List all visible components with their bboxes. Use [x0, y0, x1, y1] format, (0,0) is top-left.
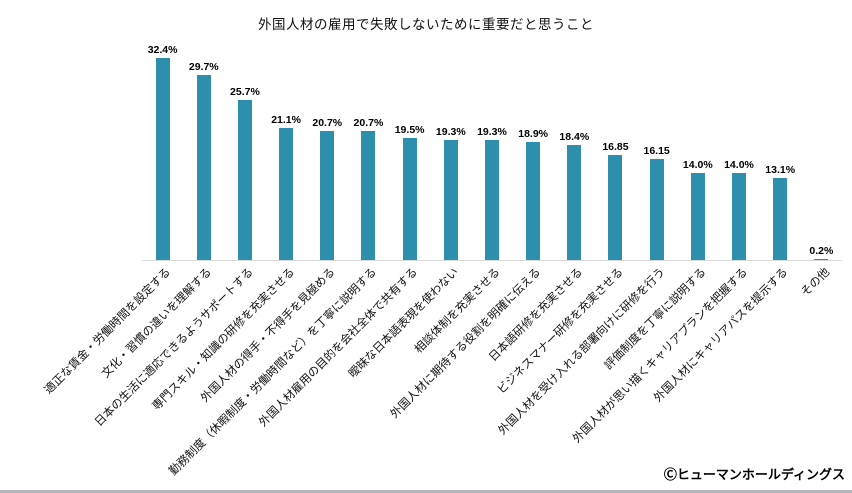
bar-group: 25.7% 日本の生活に適応できるようサポートする	[93, 30, 265, 429]
bar	[649, 159, 664, 260]
bar	[773, 178, 788, 260]
bar	[526, 142, 541, 260]
bar-value-label: 14.0%	[682, 158, 713, 171]
bar	[814, 258, 829, 260]
bar-group: 16.15 外国人材を受け入れる部署向けに研修を行う	[496, 30, 677, 437]
bar-group: 18.9% 外国人材に期待する役割を明確に伝える	[389, 30, 554, 421]
category-label: その他	[799, 266, 832, 300]
plot-area: 32.4% 適正な賃金・労働時間を設定する 29.7% 文化・習慣の違いを理解する 25…	[43, 30, 842, 478]
bar-value-label: 16.85	[602, 140, 629, 153]
bar	[402, 138, 417, 260]
bar-group: 19.5% 外国人材雇用の目的を会社全体で共有する	[257, 30, 430, 429]
bar	[320, 130, 335, 260]
bar-group: 14.0% 評価制度を丁寧に説明する	[602, 30, 718, 372]
bar	[443, 139, 458, 260]
bar-value-label: 14.0%	[724, 158, 754, 171]
bar-group: 18.4% 日本語研修を充実させる	[487, 30, 595, 364]
bar-value-label: 18.4%	[559, 131, 590, 144]
bar-group: 14.0% 外国人材が思い描くキャリアプランを把握する	[570, 30, 759, 446]
bar-value-label: 21.1%	[271, 114, 301, 127]
bar	[196, 74, 211, 260]
bar-value-label: 19.5%	[394, 124, 425, 137]
bar-group: 19.3% 相談体制を充実させる	[413, 30, 512, 356]
bar-group: 19.3% 曖昧な日本語表現を使わない	[347, 30, 471, 381]
bar	[690, 172, 705, 260]
bar	[155, 58, 170, 260]
bar-group: 20.7% 勤務制度（休暇制度・労働時間など）を丁寧に説明する	[167, 30, 389, 478]
bar-group: 32.4% 適正な賃金・労働時間を設定する	[43, 30, 183, 397]
copyright-notice: Ⓒヒューマンホールディングス	[663, 467, 845, 482]
bar-value-label: 19.3%	[435, 125, 466, 138]
bar-group: 13.1% 外国人材にキャリアパスを提示する	[652, 30, 801, 404]
bar-value-label: 18.9%	[518, 128, 549, 141]
bar-value-label: 32.4%	[147, 44, 178, 56]
bar-group: 21.1% 専門スキル・知識の研修を充実させる	[150, 30, 307, 412]
bar	[279, 128, 294, 260]
bar-value-label: 13.1%	[765, 164, 796, 177]
bar-value-label: 16.15	[643, 145, 670, 158]
bar	[237, 99, 252, 260]
bar-value-label: 29.7%	[188, 60, 219, 73]
bar-group: 29.7% 文化・習慣の違いを理解する	[100, 30, 224, 380]
bar-value-label: 19.3%	[477, 125, 507, 138]
bar-group: 20.7% 外国人材の得手・不得手を見極める	[199, 30, 348, 405]
bar-group: 16.85 ビジネスマナー研修を充実させる	[496, 30, 636, 396]
chart-title: 外国人材の雇用で失敗しないために重要だと思うこと	[258, 17, 594, 32]
category-label: 外国人材に期待する役割を明確に伝える	[389, 266, 544, 421]
bar-value-label: 20.7%	[312, 116, 343, 129]
bar-group: 0.2% その他	[799, 30, 842, 300]
bar	[731, 172, 746, 260]
bar	[567, 145, 582, 260]
bar	[484, 139, 499, 260]
bar-value-label: 25.7%	[230, 85, 260, 98]
bar	[361, 130, 376, 260]
bar-value-label: 20.7%	[353, 116, 384, 129]
bar	[608, 154, 623, 260]
bar-value-label: 0.2%	[809, 244, 834, 257]
